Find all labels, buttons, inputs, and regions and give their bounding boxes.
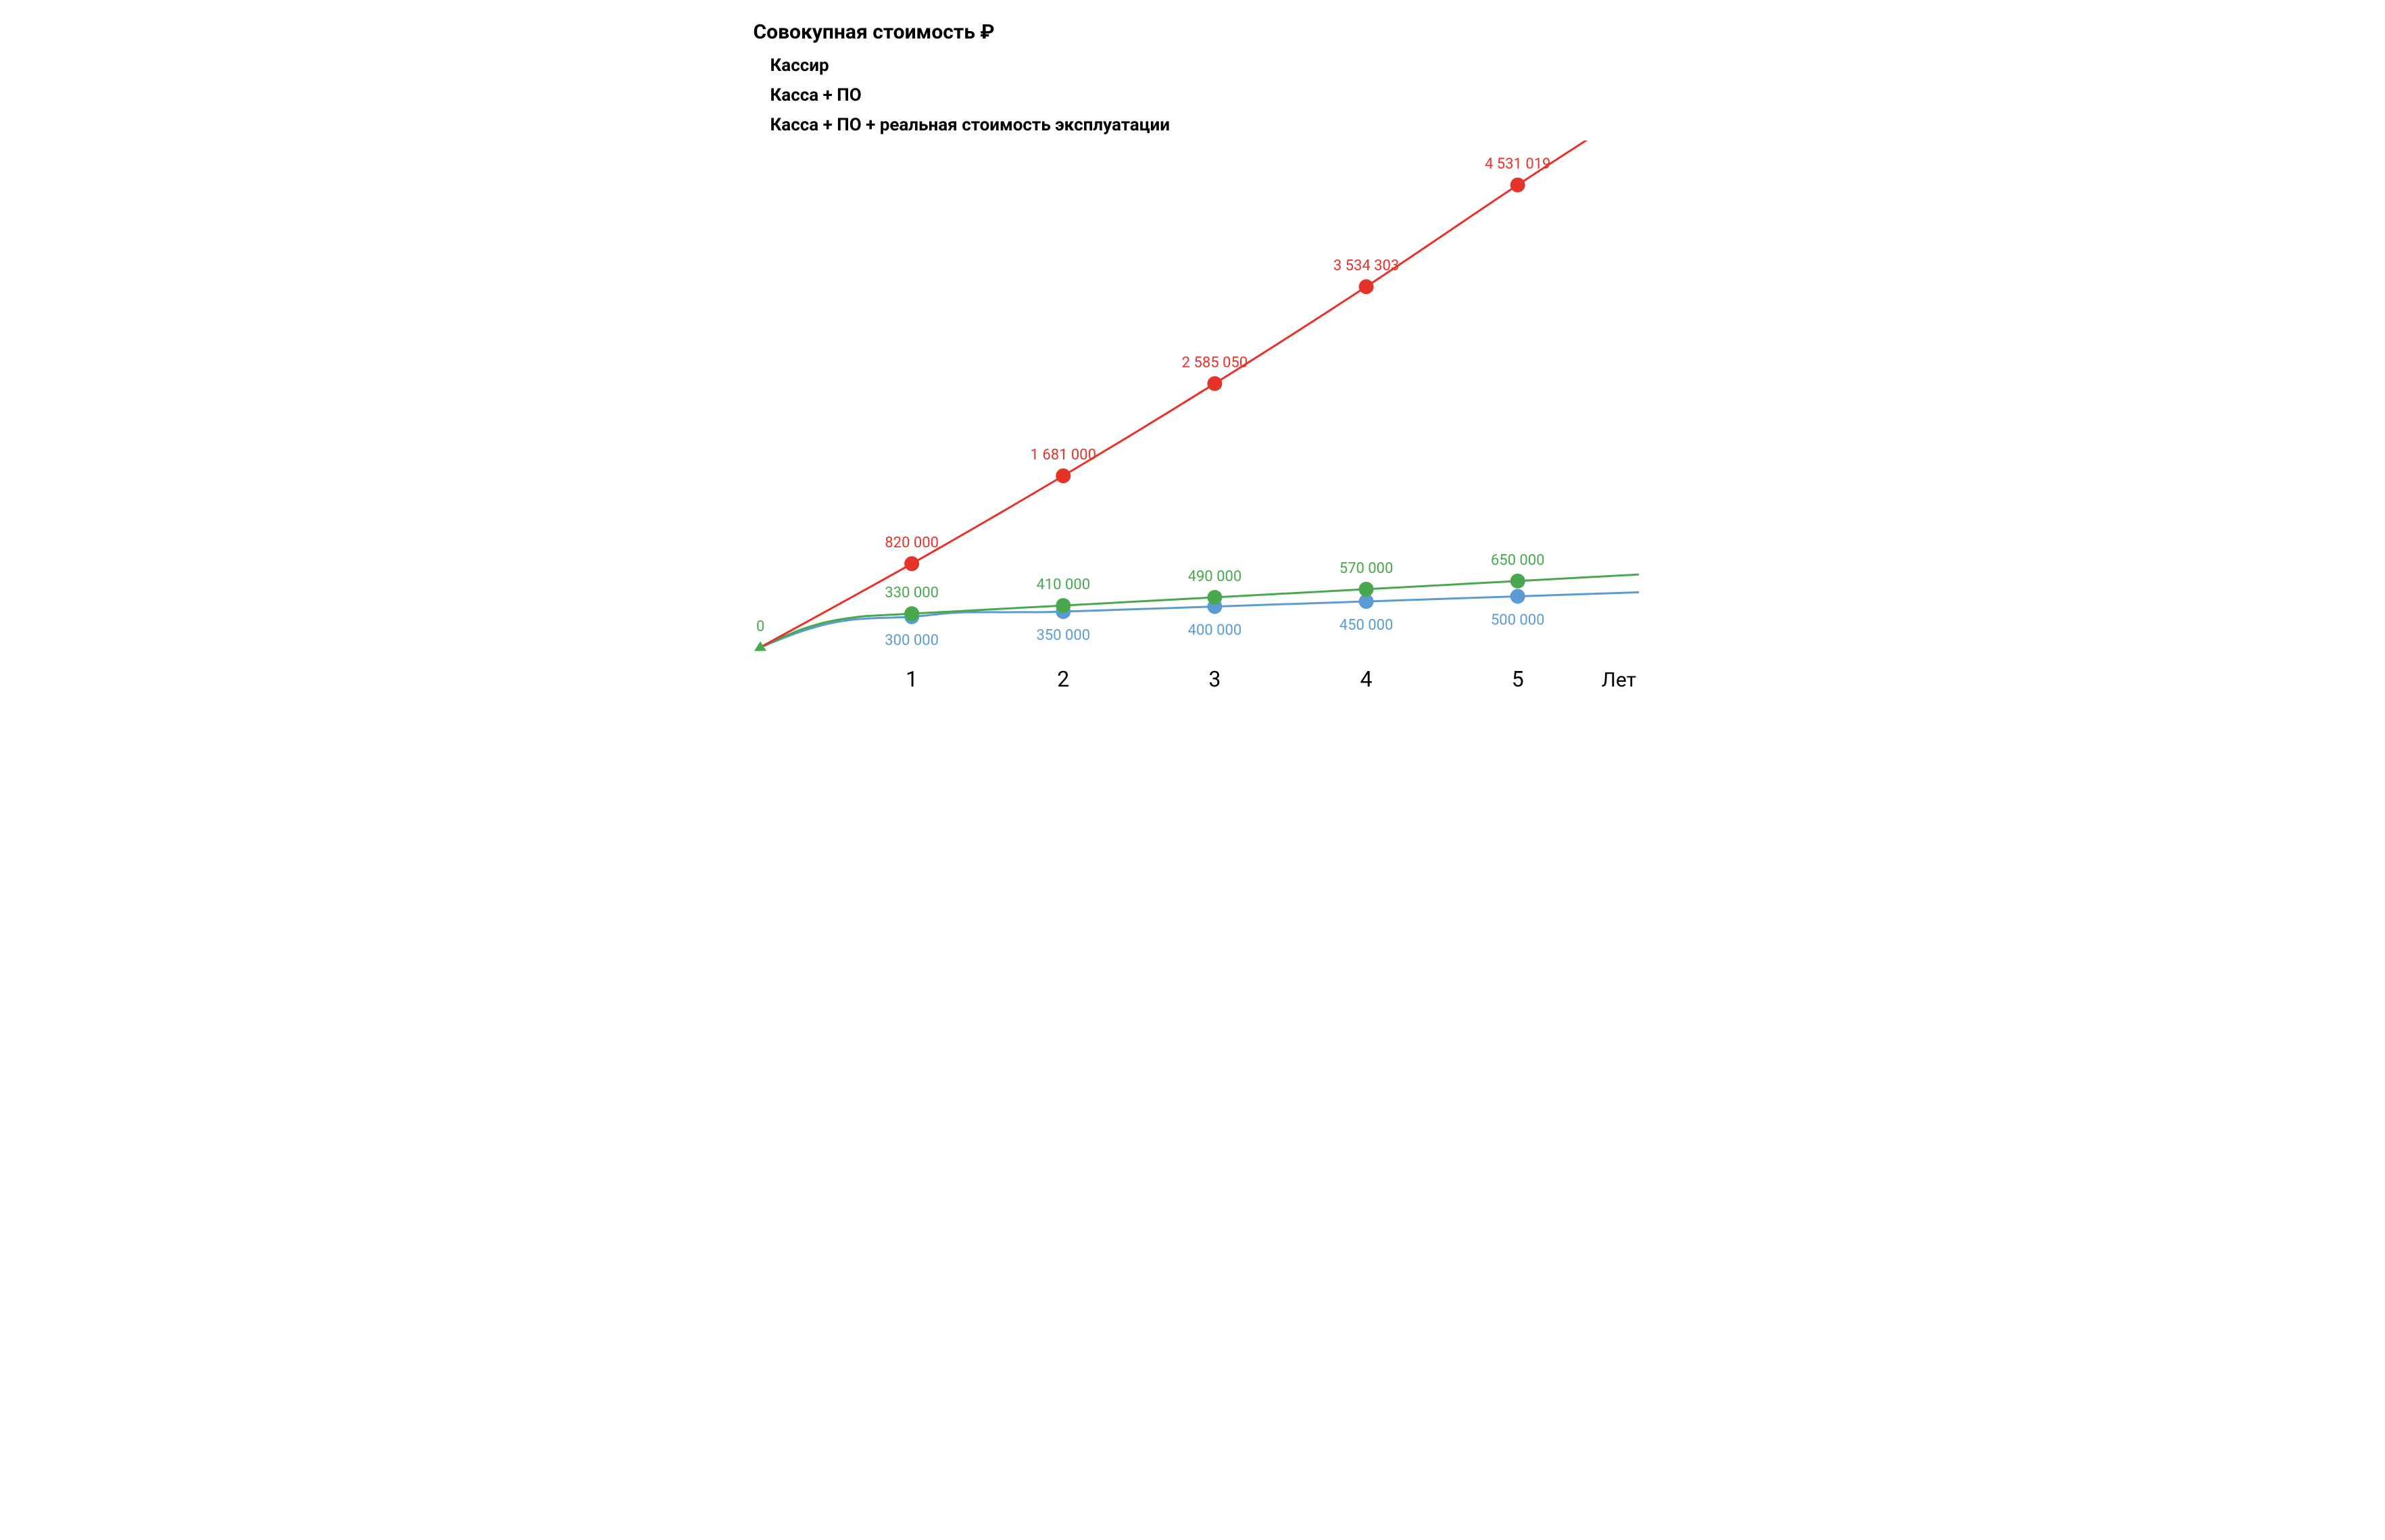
series-marker	[1510, 589, 1525, 603]
legend-item-3: Касса + ПО + реальная стоимость эксплуат…	[770, 110, 1646, 140]
series-marker	[1510, 573, 1525, 588]
x-tick-label: 1	[906, 666, 918, 688]
x-tick-label: 4	[1360, 666, 1372, 688]
value-label: 330 000	[885, 585, 939, 601]
x-tick-label: 2	[1057, 666, 1069, 688]
series-marker	[1358, 279, 1373, 294]
x-axis-title: Лет	[1601, 668, 1636, 688]
series-marker	[1207, 590, 1222, 605]
value-label: 300 000	[885, 632, 939, 649]
chart-title: Совокупная стоимость ₽	[754, 20, 1646, 44]
chart-svg: 0 300 000 350 000 400 000 450 000 500 000 330 …	[754, 141, 1646, 688]
series-marker	[1358, 581, 1373, 596]
value-label: 820 000	[885, 535, 939, 551]
value-label: 450 000	[1339, 617, 1393, 634]
legend: Кассир Касса + ПО Касса + ПО + реальная …	[770, 51, 1646, 141]
value-label: 2 585 050	[1181, 354, 1247, 371]
chart-container: Совокупная стоимость ₽ Кассир Касса + ПО…	[720, 0, 1666, 722]
series-marker	[1056, 468, 1071, 483]
series-marker	[904, 606, 919, 621]
value-label: 490 000	[1187, 568, 1241, 585]
value-label: 350 000	[1036, 627, 1090, 644]
x-tick-label: 3	[1208, 666, 1221, 688]
origin-label: 0	[756, 618, 764, 635]
value-label: 410 000	[1036, 576, 1090, 593]
value-label: 570 000	[1339, 560, 1393, 576]
value-label: 4 531 019	[1484, 155, 1550, 172]
chart-plot-area: 0 300 000 350 000 400 000 450 000 500 000 330 …	[754, 141, 1646, 688]
series-marker	[1510, 177, 1525, 192]
series-marker	[1207, 376, 1222, 391]
value-label: 1 681 000	[1030, 447, 1096, 464]
value-label: 3 534 303	[1333, 257, 1398, 274]
value-label: 400 000	[1187, 622, 1241, 639]
series-marker	[904, 556, 919, 571]
legend-item-2: Касса + ПО	[770, 80, 1646, 110]
value-label: 650 000	[1490, 551, 1544, 568]
value-label: 500 000	[1490, 612, 1544, 628]
x-tick-label: 5	[1511, 666, 1523, 688]
legend-item-1: Кассир	[770, 51, 1646, 80]
series-marker	[1056, 598, 1071, 613]
